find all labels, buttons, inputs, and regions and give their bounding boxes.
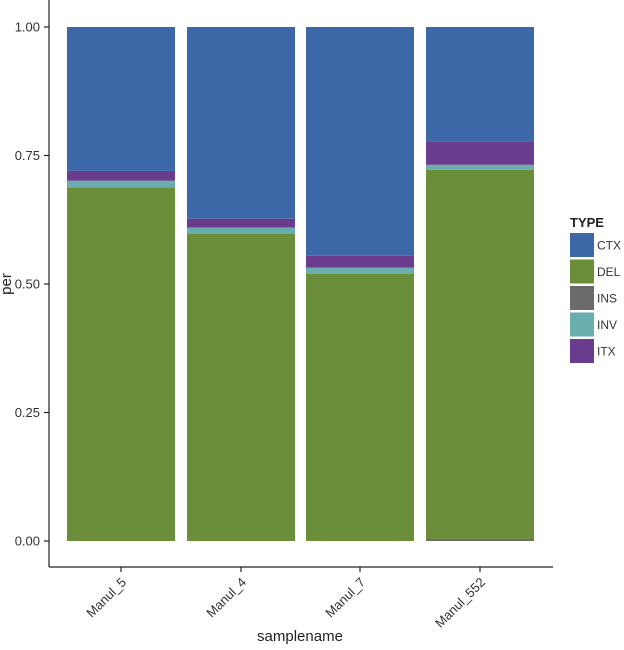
legend-label-ctx: CTX [597, 239, 621, 253]
bar-segment-ctx-manul_4 [187, 27, 295, 219]
bar-segment-ins-manul_552 [426, 538, 534, 541]
y-tick-label: 0.00 [15, 534, 40, 549]
y-tick-label: 0.50 [15, 277, 40, 292]
x-axis-ticks: Manul_5 Manul_4 Manul_7 Manul_552 [83, 567, 488, 631]
y-tick-label: 0.75 [15, 148, 40, 163]
bar-segment-inv-manul_7 [306, 267, 414, 274]
x-tick-label: Manul_5 [83, 575, 129, 621]
bar-segment-inv-manul_552 [426, 164, 534, 170]
legend-swatch-itx [570, 339, 594, 363]
x-tick-label: Manul_552 [432, 575, 488, 631]
bar-segment-inv-manul_5 [67, 180, 175, 188]
legend-label-ins: INS [597, 292, 617, 306]
y-tick-label: 0.25 [15, 405, 40, 420]
bar-segment-itx-manul_552 [426, 141, 534, 165]
y-tick-label: 1.00 [15, 20, 40, 35]
x-tick-label: Manul_7 [322, 575, 368, 621]
bar-segment-itx-manul_4 [187, 218, 295, 228]
legend-swatch-inv [570, 312, 594, 337]
legend: TYPE CTX DEL INS INV ITX [570, 215, 621, 363]
y-axis-title: per [0, 273, 15, 295]
bar-segment-itx-manul_7 [306, 255, 414, 268]
bar-segment-inv-manul_4 [187, 227, 295, 234]
legend-swatch-ctx [570, 233, 594, 257]
legend-swatch-ins [570, 286, 594, 310]
legend-label-del: DEL [597, 265, 621, 279]
y-axis-ticks: 0.00 0.25 0.50 0.75 1.00 [15, 20, 49, 549]
x-tick-label: Manul_4 [203, 575, 249, 621]
legend-swatch-del [570, 259, 594, 284]
legend-title: TYPE [570, 215, 604, 230]
bar-segment-del-manul_552 [426, 169, 534, 539]
bar-segment-del-manul_7 [306, 273, 414, 541]
bar-segment-ctx-manul_5 [67, 27, 175, 171]
bar-segment-ctx-manul_552 [426, 27, 534, 142]
legend-label-inv: INV [597, 318, 617, 332]
legend-label-itx: ITX [597, 345, 616, 359]
x-axis-title: samplename [257, 628, 343, 645]
plot-area [67, 27, 534, 542]
bar-segment-ctx-manul_7 [306, 27, 414, 256]
bar-segment-itx-manul_5 [67, 170, 175, 181]
bar-segment-del-manul_5 [67, 187, 175, 542]
bar-segment-del-manul_4 [187, 233, 295, 542]
